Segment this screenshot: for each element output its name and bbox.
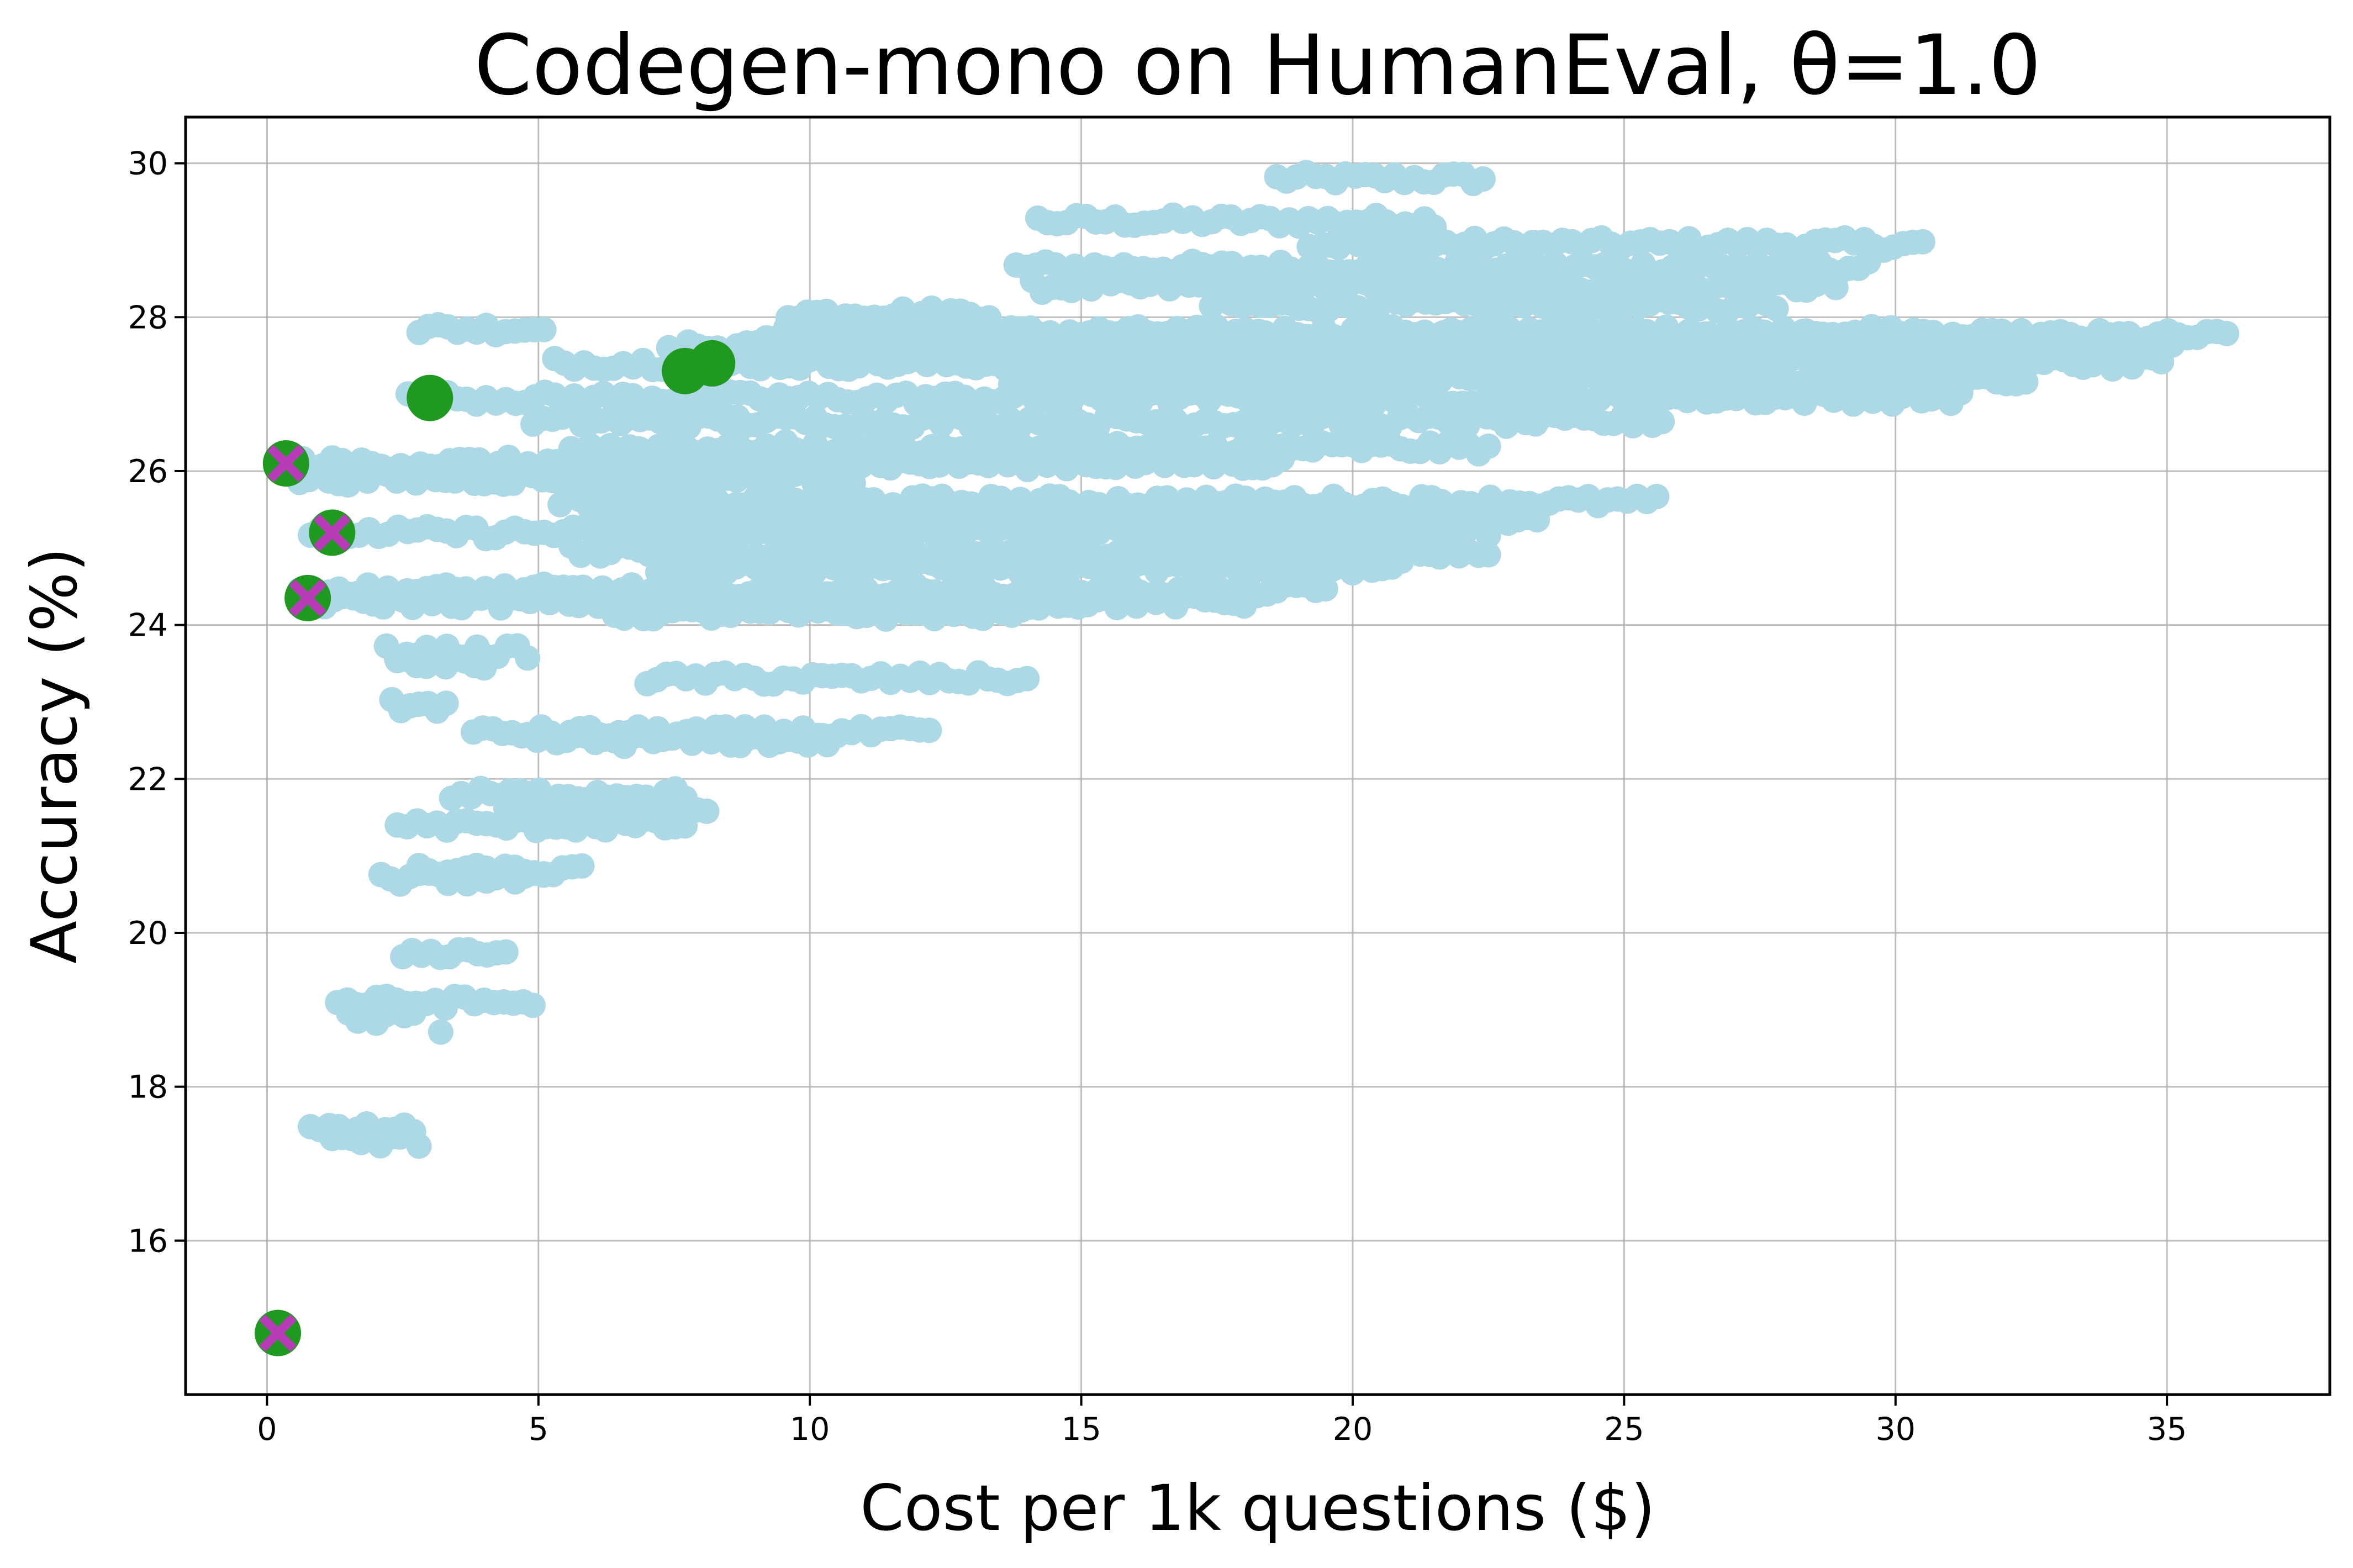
y-tick-label: 30 <box>128 146 168 182</box>
y-tick-label: 16 <box>128 1223 168 1259</box>
selected-x-marker <box>259 1314 297 1352</box>
scatter-point <box>694 798 720 824</box>
scatter-point <box>1009 597 1035 623</box>
scatter-point <box>1312 576 1338 602</box>
y-tick-label: 24 <box>128 608 168 644</box>
x-marker-stroke <box>267 445 305 482</box>
scatter-point <box>400 1000 426 1026</box>
scatter-point <box>428 1019 453 1045</box>
y-axis-label: Accuracy (%) <box>18 547 91 964</box>
scatter-point <box>1644 484 1670 510</box>
scatter-point <box>569 853 595 879</box>
scatter-point <box>520 992 546 1018</box>
x-marker-stroke <box>289 579 326 617</box>
x-tick-label: 25 <box>1604 1411 1644 1448</box>
x-marker-stroke <box>313 514 351 552</box>
scatter-point <box>471 655 497 681</box>
scatter-point <box>493 939 519 965</box>
x-marker-stroke <box>259 1314 297 1352</box>
scatter-point <box>1823 274 1849 300</box>
data-points <box>255 160 2240 1356</box>
scatter-point <box>531 861 557 887</box>
selected-x-marker <box>313 514 351 552</box>
scatter-point <box>1475 522 1501 548</box>
x-tick-label: 10 <box>790 1411 830 1448</box>
scatter-point <box>1524 507 1550 533</box>
y-axis: 16 18 20 22 24 26 28 30 <box>128 146 186 1259</box>
selected-x-marker <box>267 445 305 482</box>
scatter-point <box>433 690 459 716</box>
frontier-point <box>689 340 736 387</box>
scatter-point <box>1855 249 1881 274</box>
frontier-point <box>407 374 453 421</box>
scatter-point <box>916 717 942 743</box>
scatter-point <box>824 722 850 748</box>
scatter-point <box>1475 542 1501 568</box>
scatter-point <box>1763 295 1789 321</box>
x-tick-label: 15 <box>1061 1411 1101 1448</box>
scatter-point <box>2013 369 2039 395</box>
scatter-point <box>1470 166 1496 192</box>
y-tick-label: 22 <box>128 761 168 798</box>
y-tick-label: 18 <box>128 1069 168 1106</box>
y-tick-label: 28 <box>128 299 168 336</box>
y-tick-label: 20 <box>128 915 168 952</box>
x-tick-label: 0 <box>257 1411 277 1448</box>
scatter-point <box>1649 409 1675 435</box>
scatter-point <box>531 316 557 342</box>
x-tick-label: 20 <box>1333 1411 1373 1448</box>
x-tick-label: 35 <box>2147 1411 2187 1448</box>
x-axis: 0 5 10 15 20 25 30 35 <box>257 1395 2187 1448</box>
scatter-point <box>1231 593 1257 619</box>
chart-title: Codegen-mono on HumanEval, θ=1.0 <box>474 18 2041 114</box>
series-selected <box>259 445 351 1352</box>
scatter-point <box>1475 433 1501 459</box>
scatter-point <box>2214 320 2240 346</box>
series-all-configurations <box>270 160 2240 1159</box>
scatter-point <box>2149 349 2175 375</box>
scatter-point <box>515 645 541 671</box>
scatter-point <box>1909 229 1935 255</box>
selected-x-marker <box>289 579 326 617</box>
plot-area <box>184 115 2331 1396</box>
x-axis-label: Cost per 1k questions ($) <box>860 1471 1655 1545</box>
scatter-point <box>1389 548 1415 574</box>
scatter-point <box>1014 666 1040 691</box>
scatter-point <box>1948 380 1974 406</box>
scatter-point <box>672 813 698 839</box>
x-tick-label: 30 <box>1876 1411 1916 1448</box>
x-tick-label: 5 <box>529 1411 548 1448</box>
y-tick-label: 26 <box>128 453 168 490</box>
scatter-point <box>1269 446 1295 472</box>
plot-frame <box>184 115 2331 1396</box>
scatter-point <box>406 1133 432 1159</box>
